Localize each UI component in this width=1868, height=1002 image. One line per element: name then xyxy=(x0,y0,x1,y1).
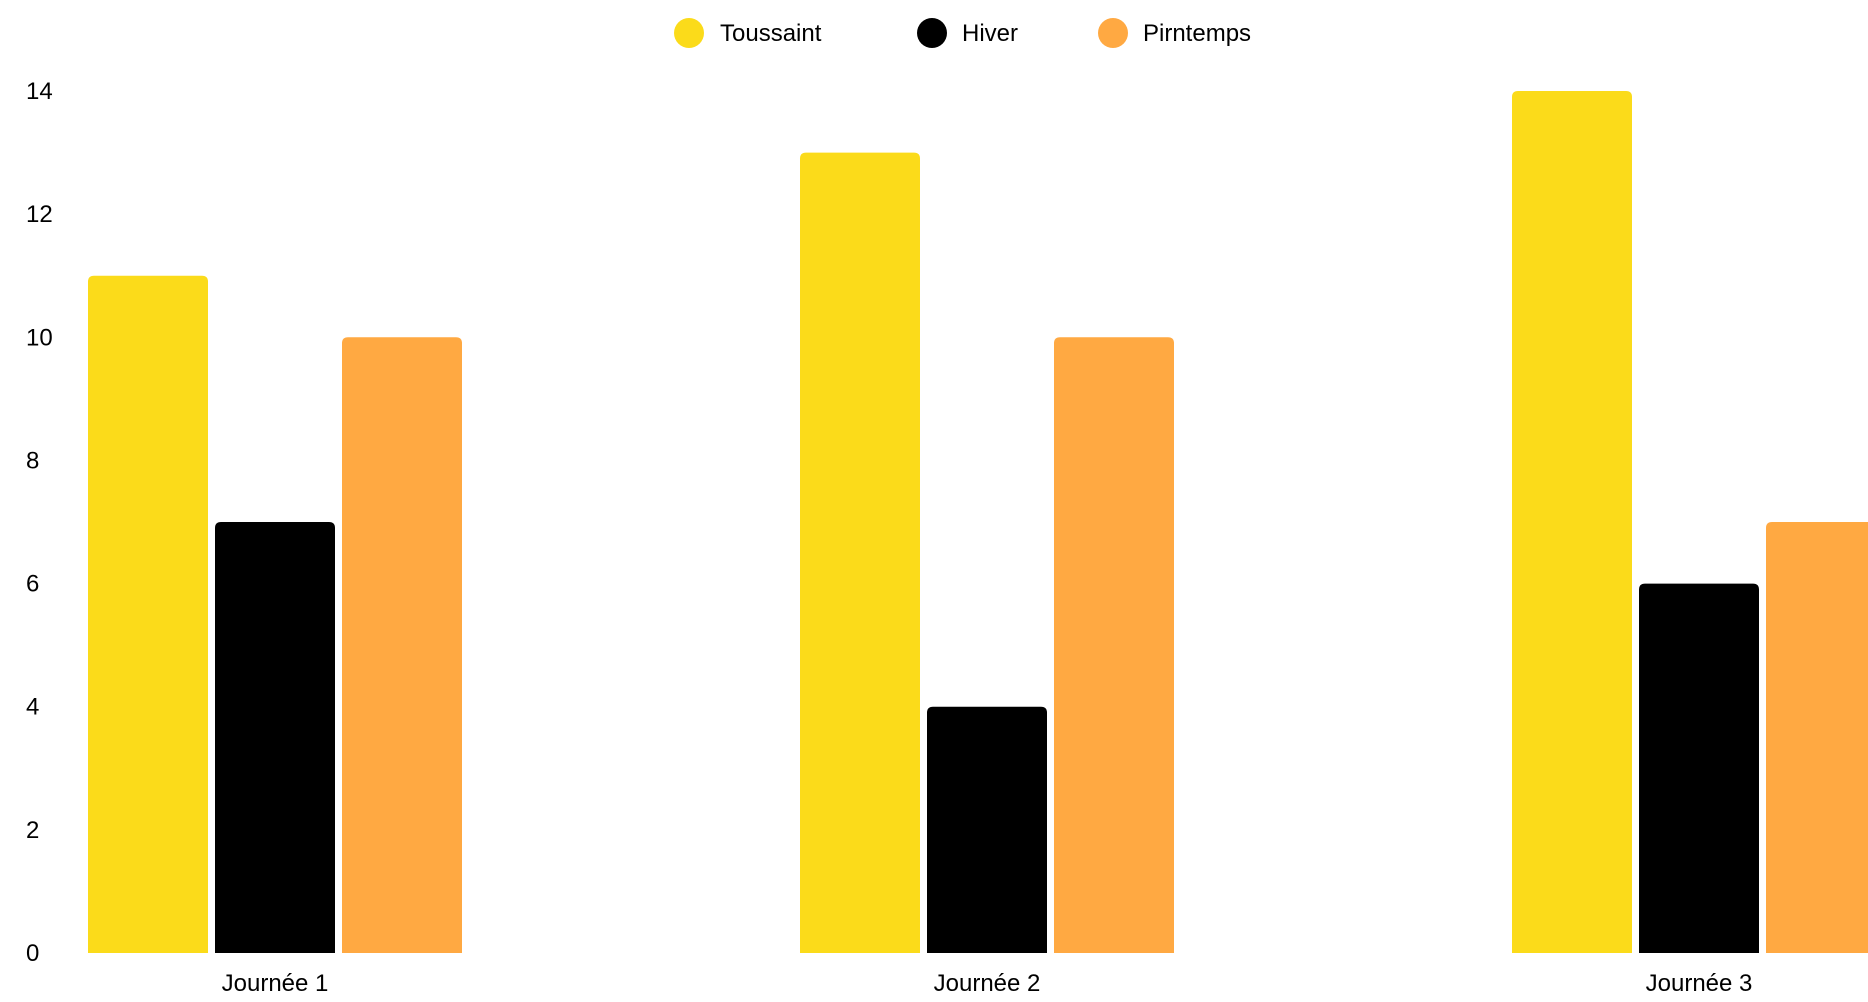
bar-pirntemps-journee-1[interactable] xyxy=(342,337,462,953)
bar-toussaint-journee-1[interactable] xyxy=(88,275,208,953)
bar-hiver-journee-2[interactable] xyxy=(927,706,1047,953)
bar-hiver-journee-3[interactable] xyxy=(1639,583,1759,953)
legend-swatch-toussaint xyxy=(674,18,704,48)
bar-toussaint-journee-3[interactable] xyxy=(1512,91,1632,953)
bar-toussaint-journee-2[interactable] xyxy=(800,152,920,954)
x-tick-label-journee-2: Journée 2 xyxy=(934,970,1041,997)
y-tick-label-4: 4 xyxy=(26,694,39,721)
legend-swatch-pirntemps xyxy=(1098,18,1128,48)
legend-label-pirntemps: Pirntemps xyxy=(1143,20,1251,47)
legend: Toussaint Hiver Pirntemps xyxy=(674,18,1251,48)
y-tick-label-8: 8 xyxy=(26,447,39,474)
bar-hiver-journee-1[interactable] xyxy=(215,522,335,953)
legend-label-toussaint: Toussaint xyxy=(720,20,822,47)
legend-item-toussaint[interactable]: Toussaint xyxy=(674,18,822,48)
bar-group-journee-2 xyxy=(800,152,1174,954)
y-tick-label-14: 14 xyxy=(26,78,53,105)
bar-group-journee-3 xyxy=(1512,91,1868,953)
y-axis: 0 2 4 6 8 10 12 14 xyxy=(26,78,53,967)
x-tick-label-journee-1: Journée 1 xyxy=(222,970,329,997)
y-tick-label-6: 6 xyxy=(26,571,39,598)
y-tick-label-12: 12 xyxy=(26,201,53,228)
legend-item-hiver[interactable]: Hiver xyxy=(917,18,1018,48)
bar-group-journee-1 xyxy=(88,275,462,953)
legend-swatch-hiver xyxy=(917,18,947,48)
y-tick-label-2: 2 xyxy=(26,817,39,844)
bars xyxy=(88,91,1868,954)
legend-label-hiver: Hiver xyxy=(962,20,1018,47)
legend-item-pirntemps[interactable]: Pirntemps xyxy=(1098,18,1251,48)
x-axis: Journée 1 Journée 2 Journée 3 xyxy=(222,970,1753,997)
bar-pirntemps-journee-2[interactable] xyxy=(1054,337,1174,953)
y-tick-label-10: 10 xyxy=(26,324,53,351)
x-tick-label-journee-3: Journée 3 xyxy=(1646,970,1753,997)
y-tick-label-0: 0 xyxy=(26,940,39,967)
bar-pirntemps-journee-3[interactable] xyxy=(1766,522,1868,953)
